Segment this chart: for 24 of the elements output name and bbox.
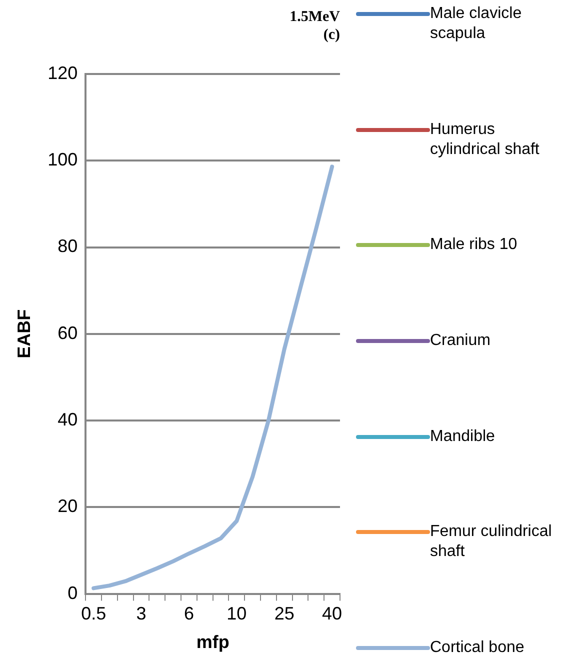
y-tick-label: 100 (48, 150, 78, 170)
legend-label: Cortical bone (430, 638, 526, 658)
y-tick-label: 60 (58, 322, 78, 343)
x-axis-title: mfp (196, 632, 230, 652)
y-tick-label: 80 (58, 236, 78, 256)
y-axis-title: EABF (14, 309, 34, 358)
legend-label: Femur culindrical shaft (430, 522, 552, 562)
y-tick-label: 20 (58, 496, 78, 516)
x-tick-label: 0.5 (81, 604, 106, 624)
legend-label: Humerus cylindrical shaft (430, 120, 540, 160)
y-tick-label: 40 (58, 410, 78, 430)
x-tick-label: 3 (136, 604, 146, 624)
legend-label: Cranium (430, 330, 492, 351)
legend-label: Mandible (430, 426, 496, 447)
x-tick-label: 25 (274, 604, 294, 624)
x-tick-label: 6 (184, 604, 194, 624)
y-tick-label: 120 (48, 62, 78, 83)
chart-title: 1.5MeV (290, 8, 340, 25)
x-tick-label: 10 (226, 604, 247, 624)
y-tick-label: 0 (68, 582, 78, 603)
legend-label: Male ribs 10 (430, 235, 518, 256)
chart-subtitle: (c) (323, 26, 340, 43)
legend-label: Male clavicle scapula (430, 4, 523, 44)
x-tick-label: 40 (322, 604, 342, 624)
